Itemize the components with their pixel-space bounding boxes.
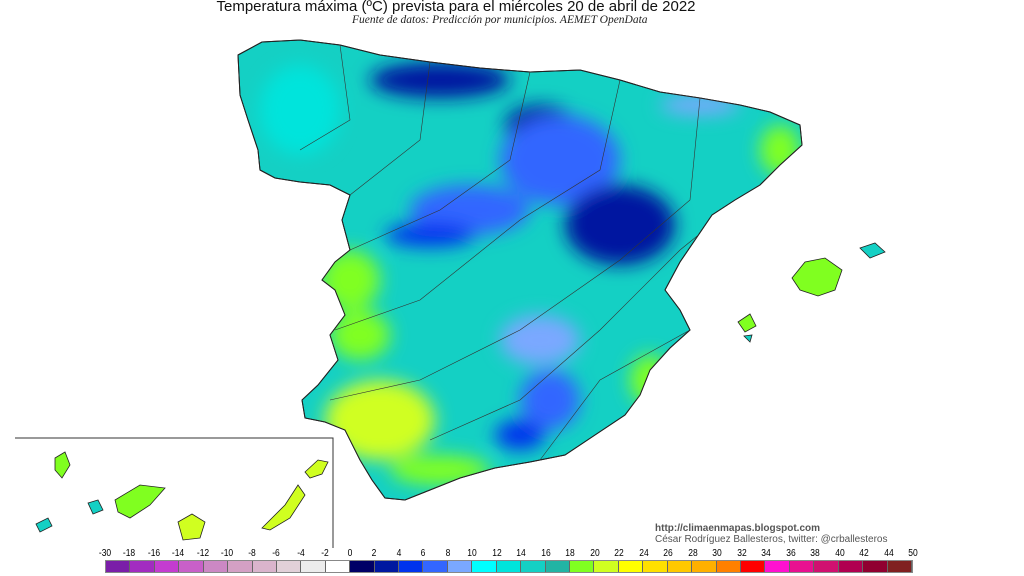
legend-label: -2 bbox=[321, 548, 330, 559]
legend-label: -6 bbox=[272, 548, 281, 559]
legend-label: 32 bbox=[736, 548, 747, 559]
legend-swatch bbox=[838, 561, 864, 572]
legend-label: 6 bbox=[420, 548, 426, 559]
legend-swatch bbox=[252, 561, 277, 572]
map-subtitle: Fuente de datos: Predicción por municipi… bbox=[352, 14, 648, 26]
peninsula bbox=[237, 39, 803, 501]
legend-swatch bbox=[863, 561, 888, 572]
legend-swatch bbox=[203, 561, 229, 572]
legend-label: 4 bbox=[396, 548, 402, 559]
legend-label: -8 bbox=[248, 548, 256, 559]
legend-labels: -30 -18 -16 -14 -12 -10 -8 -6 -4 -2 0 2 4 6 8 10 12 14 16 1… bbox=[99, 548, 918, 560]
legend-label: 0 bbox=[347, 548, 353, 559]
legend-swatch bbox=[154, 561, 180, 572]
legend-label: -4 bbox=[297, 548, 305, 559]
legend-swatch bbox=[276, 561, 302, 572]
legend-swatch bbox=[765, 561, 790, 572]
legend-swatch bbox=[447, 561, 473, 572]
legend-label: 22 bbox=[614, 548, 624, 559]
legend-bar bbox=[105, 560, 913, 573]
legend-label: -30 bbox=[98, 548, 112, 559]
legend-label: 28 bbox=[687, 548, 698, 559]
legend-label: 18 bbox=[565, 548, 575, 559]
canary-islands-inset bbox=[15, 437, 334, 548]
legend-swatch bbox=[521, 561, 546, 572]
legend-label: 8 bbox=[445, 548, 451, 559]
legend-label: -18 bbox=[123, 548, 136, 559]
legend-swatch bbox=[325, 561, 351, 572]
legend-swatch bbox=[570, 561, 595, 572]
legend-swatch bbox=[423, 561, 448, 572]
legend-label: -10 bbox=[221, 548, 234, 559]
legend-label: 36 bbox=[785, 548, 796, 559]
legend-label: 2 bbox=[371, 548, 377, 559]
legend-label: 50 bbox=[908, 548, 918, 559]
legend-swatch bbox=[399, 561, 424, 572]
legend-swatch bbox=[350, 561, 375, 572]
legend-swatch bbox=[814, 561, 839, 572]
legend-swatch bbox=[496, 561, 522, 572]
legend-swatch bbox=[594, 561, 619, 572]
legend-label: 20 bbox=[589, 548, 600, 559]
legend-label: 38 bbox=[810, 548, 820, 559]
legend-label: -14 bbox=[172, 548, 185, 559]
legend-label: 16 bbox=[540, 548, 551, 559]
legend-swatch bbox=[301, 561, 326, 572]
color-legend: -30 -18 -16 -14 -12 -10 -8 -6 -4 -2 0 2 4 6 8 10 12 14 16 1… bbox=[99, 548, 918, 576]
legend-label: 44 bbox=[883, 548, 894, 559]
legend-swatch bbox=[789, 561, 815, 572]
legend-label: 12 bbox=[492, 548, 502, 559]
legend-label: 26 bbox=[663, 548, 673, 559]
legend-label: 42 bbox=[859, 548, 869, 559]
legend-swatch bbox=[692, 561, 717, 572]
balearic-islands bbox=[737, 242, 886, 343]
legend-swatch bbox=[545, 561, 571, 572]
legend-swatch bbox=[179, 561, 204, 572]
legend-swatch bbox=[643, 561, 668, 572]
legend-swatch bbox=[887, 561, 912, 572]
credits-url: http://climaenmapas.blogspot.com bbox=[655, 523, 821, 534]
legend-swatch bbox=[740, 561, 766, 572]
legend-swatch bbox=[228, 561, 253, 572]
legend-label: -12 bbox=[196, 548, 210, 559]
legend-label: 34 bbox=[761, 548, 771, 559]
legend-swatch bbox=[106, 561, 131, 572]
credits: http://climaenmapas.blogspot.com César R… bbox=[655, 523, 887, 545]
legend-swatch bbox=[374, 561, 400, 572]
legend-swatch bbox=[130, 561, 155, 572]
legend-label: 24 bbox=[638, 548, 649, 559]
map-title: Temperatura máxima (ºC) prevista para el… bbox=[216, 0, 696, 15]
legend-label: -16 bbox=[147, 548, 161, 559]
legend-swatch bbox=[472, 561, 497, 572]
legend-swatch bbox=[716, 561, 741, 572]
legend-label: 14 bbox=[516, 548, 526, 559]
legend-label: 30 bbox=[712, 548, 722, 559]
legend-label: 40 bbox=[834, 548, 845, 559]
legend-swatch bbox=[618, 561, 644, 572]
credits-author: César Rodríguez Ballesteros, twitter: @c… bbox=[655, 534, 888, 545]
legend-swatch bbox=[667, 561, 693, 572]
legend-label: 10 bbox=[467, 548, 477, 559]
